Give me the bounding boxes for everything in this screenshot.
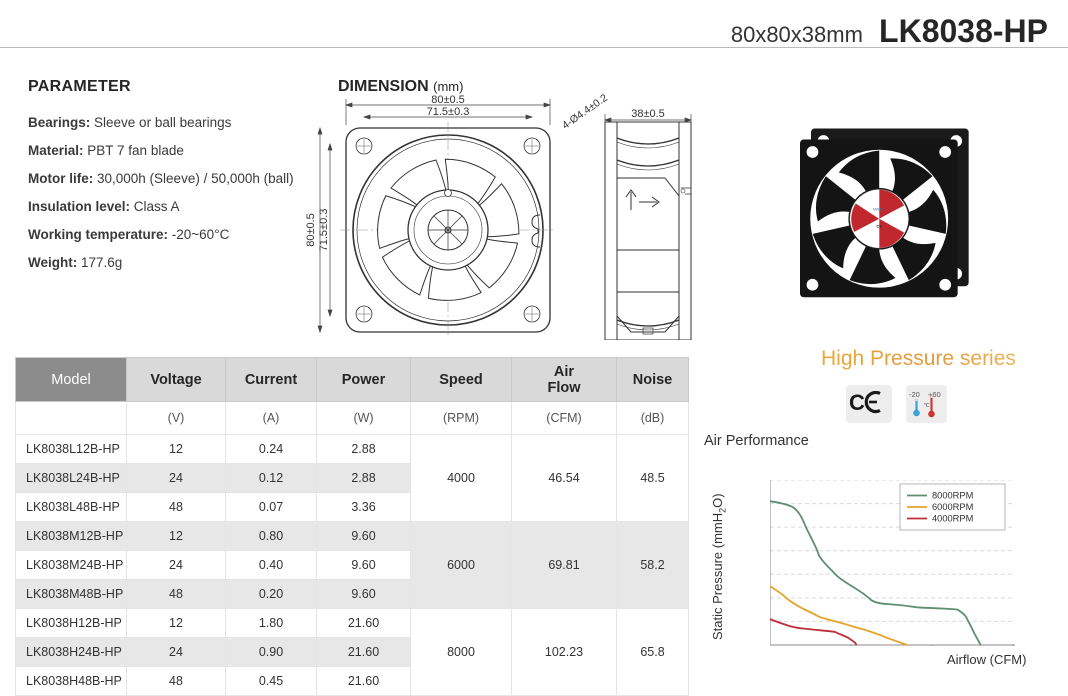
svg-text:+60: +60 <box>928 390 941 399</box>
svg-text:6000RPM: 6000RPM <box>932 502 973 512</box>
svg-text:C: C <box>850 391 865 415</box>
svg-text:8000RPM: 8000RPM <box>932 491 973 501</box>
svg-text:4000RPM: 4000RPM <box>932 514 973 524</box>
svg-text:80±0.5: 80±0.5 <box>305 213 317 247</box>
svg-text:CE: CE <box>876 224 882 229</box>
svg-text:71.5±0.3: 71.5±0.3 <box>427 106 470 118</box>
svg-text:MODEL:: MODEL: <box>873 208 885 212</box>
svg-text:℃: ℃ <box>924 403 931 409</box>
svg-text:71.5±0.3: 71.5±0.3 <box>318 209 330 252</box>
svg-text:38±0.5: 38±0.5 <box>631 108 665 120</box>
svg-text:80±0.5: 80±0.5 <box>431 95 465 106</box>
svg-text:-20: -20 <box>909 390 920 399</box>
